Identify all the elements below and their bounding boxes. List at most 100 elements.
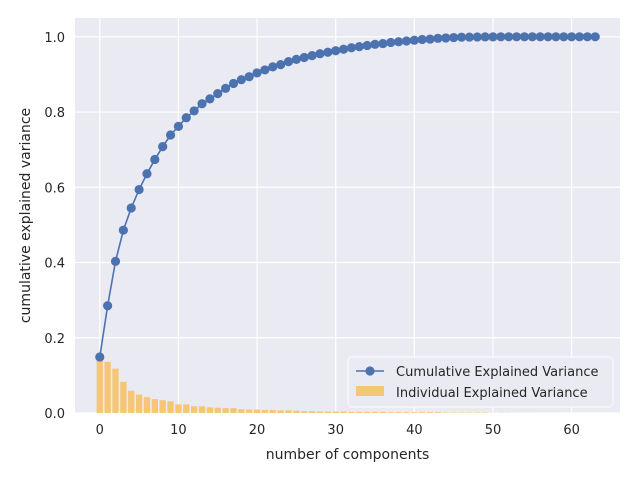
data-point (582, 32, 592, 42)
x-axis-label: number of components (266, 447, 430, 463)
bar (143, 397, 151, 413)
data-point (449, 32, 459, 43)
legend: Cumulative Explained Variance Individual… (347, 356, 614, 408)
bar (277, 410, 284, 413)
data-point (173, 121, 184, 131)
x-tick-label: 20 (249, 423, 266, 438)
data-point (165, 130, 176, 140)
data-point (417, 34, 427, 45)
y-tick-label: 0.2 (44, 332, 65, 347)
bar (426, 412, 434, 413)
y-tick-label: 1.0 (44, 31, 65, 46)
x-tick-label: 50 (485, 423, 502, 438)
y-tick-label: 0.0 (44, 407, 65, 422)
data-point (567, 32, 577, 42)
data-point (496, 32, 506, 42)
bar (261, 409, 269, 413)
legend-marker-swatch (365, 366, 375, 376)
bar (324, 411, 331, 413)
data-point (158, 142, 168, 152)
data-point (354, 41, 364, 52)
bar (419, 412, 426, 413)
data-point (394, 37, 404, 47)
bar (96, 356, 103, 413)
data-point (338, 44, 349, 54)
bar (214, 407, 221, 413)
data-point (142, 169, 152, 179)
bar (175, 404, 182, 413)
bar (222, 408, 229, 413)
data-point (150, 154, 160, 165)
data-point (346, 43, 357, 53)
x-tick-label: 40 (406, 423, 423, 438)
data-point (213, 89, 223, 99)
bar (269, 409, 276, 413)
bar (167, 401, 174, 413)
y-axis-ticks: 0.0 0.2 0.4 0.6 0.8 1.0 (44, 31, 65, 422)
data-point (315, 49, 325, 59)
bar (364, 411, 371, 413)
data-point (221, 83, 231, 93)
data-point (126, 203, 136, 213)
data-point (590, 32, 600, 42)
bar (340, 411, 347, 413)
data-point (252, 68, 262, 78)
data-point (236, 75, 246, 85)
data-point (409, 35, 419, 45)
bar (253, 409, 261, 413)
bar (238, 409, 245, 413)
bar (104, 361, 111, 413)
bar (348, 411, 355, 413)
data-point (197, 99, 207, 109)
data-point (425, 34, 435, 44)
bar (285, 410, 292, 413)
data-point (299, 52, 309, 63)
data-point (519, 32, 530, 42)
bar (371, 411, 379, 413)
data-point (307, 51, 317, 61)
bar (308, 411, 316, 413)
bar (120, 381, 127, 413)
bar (135, 394, 143, 413)
data-point (504, 32, 514, 42)
x-tick-label: 30 (327, 423, 344, 438)
data-point (386, 37, 396, 48)
bar (246, 409, 253, 413)
data-point (118, 225, 128, 235)
data-point (401, 36, 412, 46)
bar (112, 368, 119, 413)
data-point (535, 32, 545, 42)
bar (151, 399, 158, 413)
data-point (331, 46, 341, 56)
data-point (323, 47, 333, 57)
y-axis-label: cumulative explained variance (18, 108, 34, 323)
bar (316, 411, 324, 413)
data-point (134, 184, 144, 195)
y-tick-label: 0.8 (44, 106, 65, 121)
bar (387, 412, 394, 413)
data-point (205, 94, 215, 104)
data-point (283, 57, 294, 67)
bar (128, 390, 135, 413)
bar (379, 411, 387, 413)
data-point (488, 32, 498, 42)
data-point (527, 32, 537, 42)
bar (403, 412, 410, 413)
bar (190, 406, 198, 413)
x-tick-label: 0 (96, 423, 104, 438)
data-point (464, 32, 474, 42)
data-point (370, 39, 380, 49)
legend-label-cumulative: Cumulative Explained Variance (396, 365, 598, 380)
x-axis-ticks: 0 10 20 30 40 50 60 (96, 423, 580, 438)
data-point (260, 65, 270, 75)
bar (411, 412, 418, 413)
bar (395, 412, 402, 413)
data-point (181, 113, 191, 123)
bar (159, 400, 166, 413)
data-point (276, 60, 286, 70)
legend-box (347, 356, 614, 408)
bars-individual-variance (96, 356, 560, 413)
data-point (456, 32, 467, 42)
legend-label-individual: Individual Explained Variance (396, 386, 588, 401)
